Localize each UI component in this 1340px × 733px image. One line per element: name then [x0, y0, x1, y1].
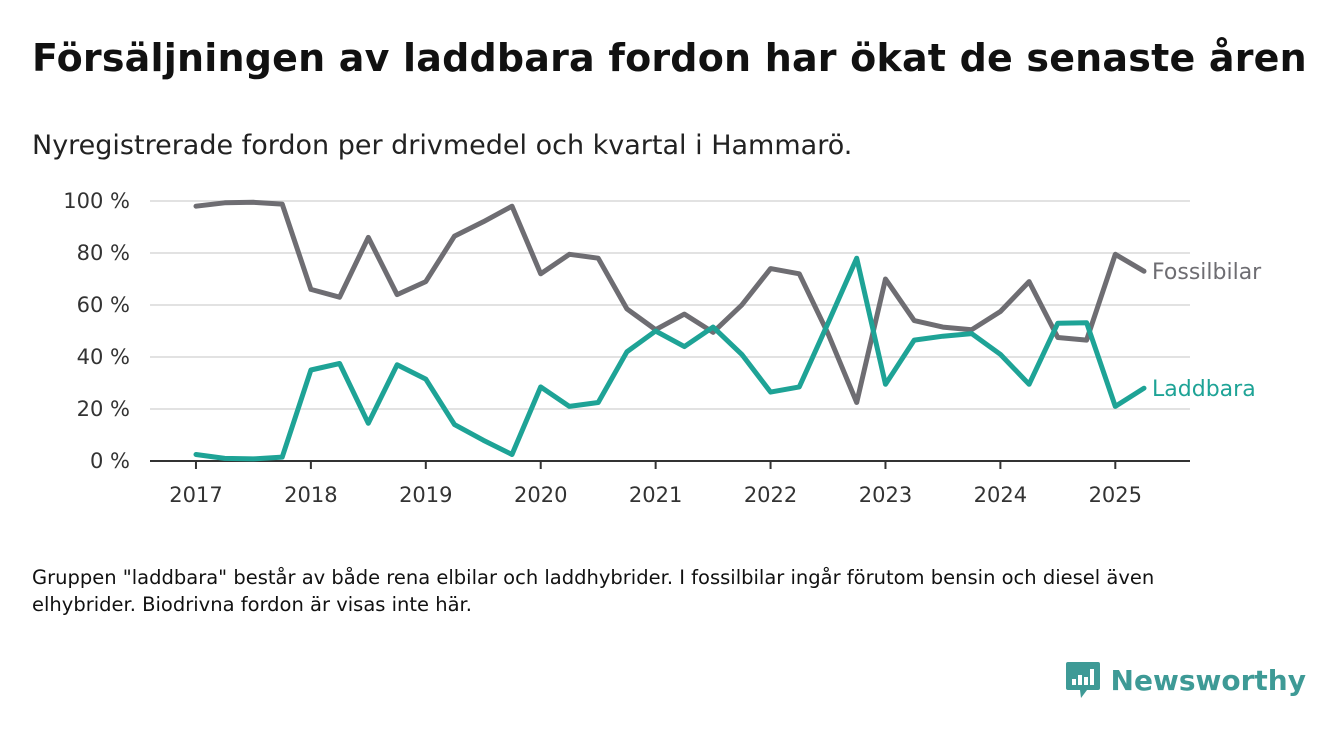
y-tick-label: 100 % [63, 189, 130, 213]
series-label-laddbara: Laddbara [1152, 377, 1256, 402]
y-tick-label: 20 % [77, 397, 130, 421]
axes: 0 % 20 % 40 % 60 % 80 % 100 % 2017 2018 2019 2020… [63, 189, 1190, 507]
x-tick-label: 2021 [629, 483, 682, 507]
newsworthy-logo-icon [1065, 662, 1100, 698]
line-chart: 0 % 20 % 40 % 60 % 80 % 100 % 2017 2018 2019 2020… [63, 189, 1262, 507]
brand: Newsworthy [1065, 660, 1306, 700]
x-tick-label: 2024 [974, 483, 1027, 507]
series-line-fossilbilar [193, 199, 1147, 405]
x-tick-label: 2018 [284, 483, 337, 507]
series [193, 199, 1147, 462]
y-tick-label: 80 % [77, 241, 130, 265]
brand-name: Newsworthy [1110, 663, 1306, 697]
y-tick-label: 40 % [77, 345, 130, 369]
chart-title: Försäljningen av laddbara fordon har öka… [32, 36, 1307, 80]
footnote: Gruppen "laddbara" består av både rena e… [32, 566, 1155, 616]
x-tick-label: 2023 [859, 483, 912, 507]
x-tick-label: 2020 [514, 483, 567, 507]
x-tick-label: 2019 [399, 483, 452, 507]
x-tick-label: 2025 [1089, 483, 1142, 507]
x-tick-label: 2022 [744, 483, 797, 507]
gridlines [150, 200, 1190, 410]
series-labels: Fossilbilar Laddbara [1152, 260, 1262, 402]
x-tick-label: 2017 [169, 483, 222, 507]
series-label-fossilbilar: Fossilbilar [1152, 260, 1262, 285]
series-line-laddbara [193, 255, 1147, 462]
y-tick-label: 60 % [77, 293, 130, 317]
y-tick-label: 0 % [90, 449, 130, 473]
chart-subtitle: Nyregistrerade fordon per drivmedel och … [32, 130, 853, 161]
